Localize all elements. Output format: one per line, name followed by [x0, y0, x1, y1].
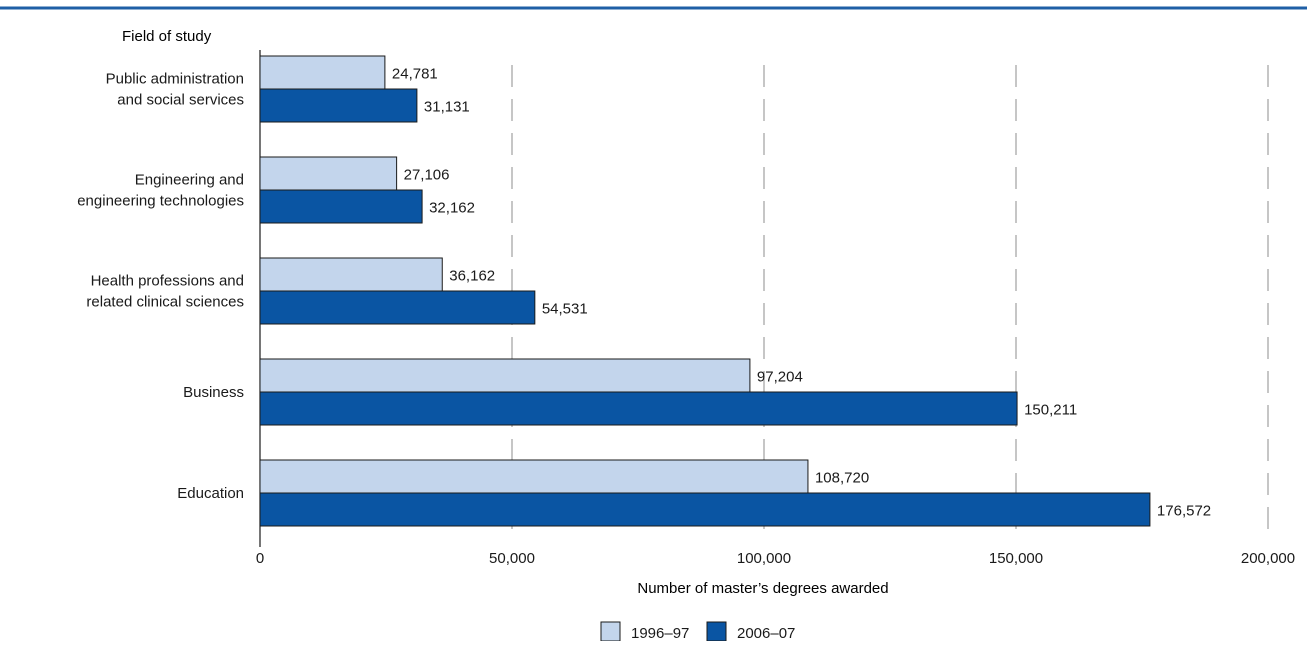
bar-health-professions-and-related-clinical-sciences-1996-97 — [259, 257, 443, 292]
x-axis-ticks: 0 50,000 100,000 150,000 200,000 — [256, 550, 1295, 567]
category-axis-title: Field of study — [122, 28, 212, 45]
bars — [259, 55, 1151, 527]
category-labels: Public administration and social services… — [77, 71, 244, 503]
category-label-health-professions-and-related-clinical-sciences: Health professions and related clinical s… — [86, 273, 244, 311]
x-tick-label-100-000: 100,000 — [737, 550, 791, 567]
legend-swatch-2006-07 — [706, 621, 727, 642]
value-labels: 24,781 31,131 27,106 32,162 36,162 54,531 97,2… — [392, 66, 1211, 520]
x-axis-title: Number of master’s degrees awarded — [637, 580, 888, 597]
category-label-engineering-and-engineering-technologies: Engineering and engineering technologies — [77, 172, 244, 210]
bar-business-2006-07 — [259, 391, 1018, 426]
category-label-education: Education — [177, 485, 244, 502]
value-label-public-administration-and-social-services-1996-97: 24,781 — [392, 66, 438, 83]
value-label-education-1996-97: 108,720 — [815, 470, 869, 487]
legend-swatch-1996-97 — [600, 621, 621, 642]
value-label-education-2006-07: 176,572 — [1157, 503, 1211, 520]
value-label-engineering-and-engineering-technologies-2006-07: 32,162 — [429, 200, 475, 217]
value-label-business-1996-97: 97,204 — [757, 369, 803, 386]
legend-label-2006-07: 2006–07 — [737, 625, 795, 641]
bar-public-administration-and-social-services-2006-07 — [259, 88, 418, 123]
bar-business-1996-97 — [259, 358, 751, 393]
x-tick-label-0: 0 — [256, 550, 264, 567]
legend: 1996–97 2006–07 — [600, 621, 795, 642]
category-label-public-administration-and-social-services: Public administration and social services — [106, 71, 244, 109]
legend-label-1996-97: 1996–97 — [631, 625, 689, 641]
bar-public-administration-and-social-services-1996-97 — [259, 55, 386, 90]
bar-engineering-and-engineering-technologies-2006-07 — [259, 189, 423, 224]
bar-health-professions-and-related-clinical-sciences-2006-07 — [259, 290, 536, 325]
value-label-health-professions-and-related-clinical-sciences-2006-07: 54,531 — [542, 301, 588, 318]
x-tick-label-200-000: 200,000 — [1241, 550, 1295, 567]
value-label-health-professions-and-related-clinical-sciences-1996-97: 36,162 — [449, 268, 495, 285]
bar-engineering-and-engineering-technologies-1996-97 — [259, 156, 398, 191]
category-label-business: Business — [183, 384, 244, 401]
value-label-business-2006-07: 150,211 — [1024, 402, 1077, 419]
x-tick-label-150-000: 150,000 — [989, 550, 1043, 567]
x-tick-label-50-000: 50,000 — [489, 550, 535, 567]
bar-education-1996-97 — [259, 459, 809, 494]
value-label-engineering-and-engineering-technologies-1996-97: 27,106 — [404, 167, 450, 184]
value-label-public-administration-and-social-services-2006-07: 31,131 — [424, 99, 470, 116]
bar-education-2006-07 — [259, 492, 1151, 527]
